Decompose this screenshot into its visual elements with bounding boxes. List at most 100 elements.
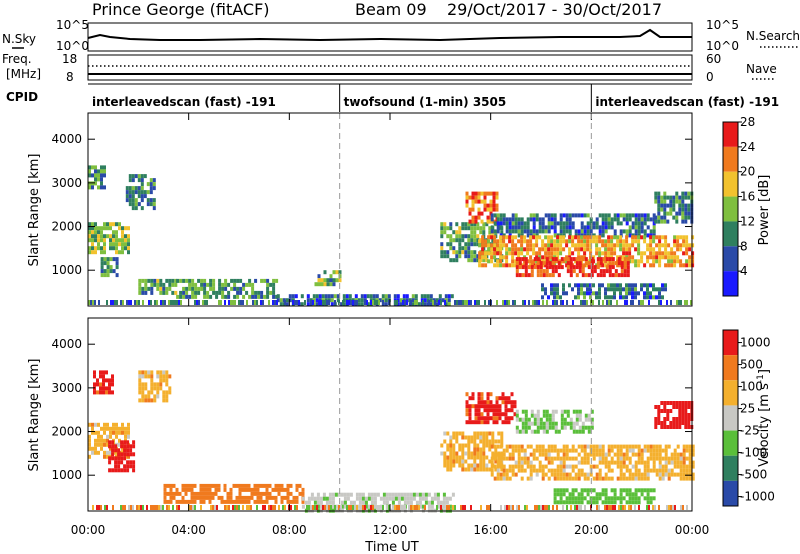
speckle-cell [672, 505, 674, 510]
echo-cell [669, 409, 673, 413]
echo-cell [625, 456, 629, 461]
echo-cell [654, 219, 658, 224]
echo-cell [127, 430, 130, 435]
echo-cell [504, 408, 508, 413]
echo-cell [435, 302, 439, 307]
echo-cell [97, 177, 100, 182]
echo-cell [601, 239, 605, 244]
echo-cell [673, 452, 677, 457]
echo-cell [580, 468, 584, 473]
echo-cell [515, 261, 519, 266]
cpid-segment-label: interleavedscan (fast) -191 [92, 95, 276, 109]
echo-cell [550, 287, 553, 292]
echo-cell [481, 263, 485, 268]
echo-cell [467, 250, 471, 255]
echo-cell [574, 283, 577, 288]
echo-cell [601, 492, 605, 497]
echo-cell [470, 242, 474, 247]
echo-cell [147, 390, 151, 395]
speckle-cell [624, 300, 626, 305]
echo-cell [544, 225, 548, 230]
echo-cell [607, 476, 611, 481]
colorbar-frame [722, 121, 739, 297]
echo-cell [123, 452, 127, 457]
echo-cell [263, 278, 267, 283]
echo-cell [265, 495, 269, 500]
x-tick-label: 00:00 [675, 523, 710, 537]
echo-cell [670, 251, 674, 256]
echo-cell [473, 455, 477, 460]
echo-cell [518, 417, 522, 422]
echo-cell [536, 257, 540, 262]
echo-cell [349, 500, 353, 505]
echo-cell [556, 291, 559, 296]
echo-cell [556, 259, 560, 264]
echo-cell [604, 492, 608, 497]
echo-cell [452, 258, 456, 263]
echo-cell [478, 255, 482, 260]
echo-cell [487, 243, 491, 248]
echo-cell [94, 234, 97, 239]
echo-cell [660, 401, 664, 405]
echo-cell [477, 396, 481, 401]
echo-cell [607, 452, 611, 457]
echo-cell [634, 217, 638, 222]
echo-cell [673, 472, 677, 477]
echo-cell [661, 464, 665, 469]
echo-cell [111, 452, 115, 457]
echo-cell [631, 235, 635, 240]
echo-cell [687, 215, 691, 220]
echo-cell [619, 213, 623, 218]
echo-cell [583, 460, 587, 465]
echo-cell [625, 444, 629, 449]
echo-cell [658, 255, 662, 260]
echo-cell [473, 435, 477, 440]
speckle-cell [250, 505, 252, 510]
echo-cell [137, 194, 141, 199]
echo-cell [455, 230, 459, 235]
echo-cell [443, 230, 447, 235]
colorbar-swatch [723, 122, 738, 147]
echo-cell [140, 186, 144, 191]
echo-cell [449, 463, 453, 468]
speckle-cell [638, 505, 640, 510]
echo-cell [616, 255, 620, 260]
echo-cell [661, 243, 665, 248]
echo-cell [688, 460, 692, 465]
echo-cell [607, 235, 611, 240]
echo-cell [103, 273, 107, 278]
echo-cell [524, 409, 528, 414]
echo-cell [443, 459, 447, 464]
echo-cell [687, 401, 691, 405]
echo-cell [125, 194, 129, 199]
echo-cell [565, 217, 569, 222]
echo-cell [550, 460, 554, 465]
echo-cell [634, 263, 638, 268]
echo-cell [153, 386, 157, 391]
echo-cell [153, 282, 157, 287]
echo-cell [479, 431, 483, 436]
echo-cell [301, 504, 305, 509]
echo-cell [447, 298, 451, 303]
echo-cell [233, 294, 237, 299]
echo-cell [141, 382, 145, 387]
echo-cell [604, 251, 608, 256]
echo-cell [124, 238, 127, 243]
speckle-cell [488, 300, 490, 305]
echo-cell [511, 263, 515, 268]
echo-cell [496, 263, 500, 268]
echo-cell [544, 263, 548, 268]
echo-cell [384, 298, 388, 303]
echo-cell [530, 413, 534, 418]
echo-cell [260, 278, 264, 283]
echo-cell [337, 492, 341, 497]
echo-cell [495, 420, 499, 425]
echo-cell [452, 431, 456, 436]
echo-cell [163, 483, 167, 488]
echo-cell [517, 239, 521, 244]
echo-cell [123, 440, 127, 445]
echo-cell [343, 500, 347, 505]
echo-cell [94, 246, 97, 251]
echo-cell [663, 425, 667, 429]
